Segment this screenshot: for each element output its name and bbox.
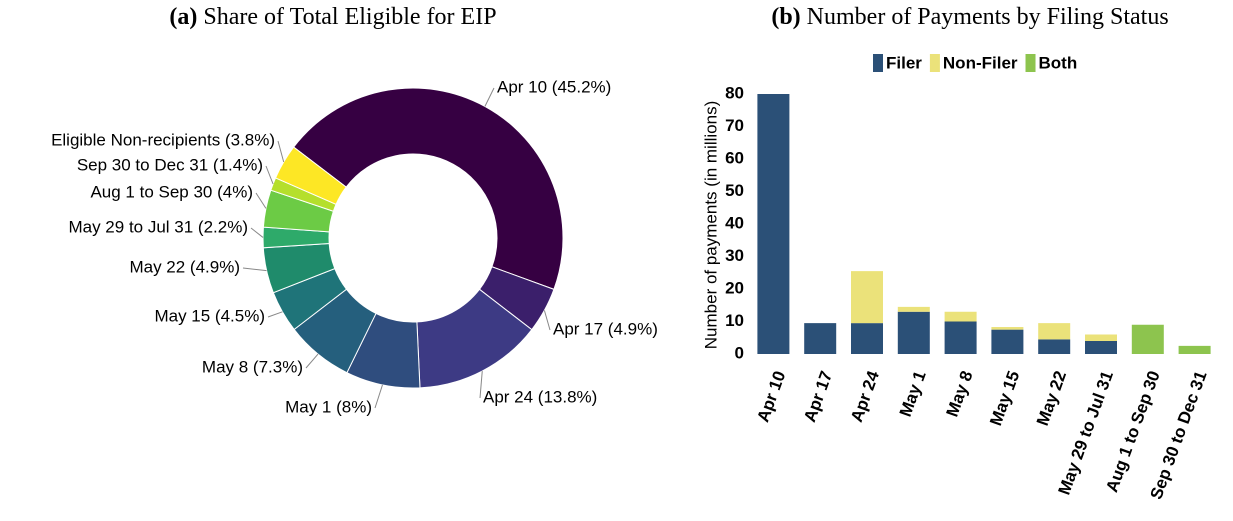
bar-segment	[1131, 324, 1164, 354]
slice-label: May 29 to Jul 31 (2.2%)	[68, 217, 248, 236]
y-tick-label: 50	[725, 181, 744, 200]
title-text: Number of Payments by Filing Status	[807, 4, 1169, 30]
title-b: (b) Number of Payments by Filing Status	[771, 4, 1168, 30]
y-tick-label: 70	[725, 116, 744, 135]
y-tick-label: 40	[725, 213, 744, 232]
x-tick-label: Apr 24	[847, 368, 883, 425]
leader-line	[484, 87, 495, 107]
x-tick-label: May 1	[896, 368, 930, 419]
bar-segment	[851, 323, 883, 354]
slice-label: May 8 (7.3%)	[202, 357, 303, 376]
leader-line	[250, 227, 264, 238]
title-prefix: (b)	[771, 4, 800, 30]
bar-segment	[851, 271, 883, 324]
leader-line	[305, 353, 319, 369]
y-tick-label: 10	[725, 311, 744, 330]
leader-line	[255, 192, 267, 209]
bar-segment	[1085, 341, 1117, 354]
donut-slice	[292, 87, 564, 290]
slice-label: Apr 24 (13.8%)	[483, 387, 597, 406]
y-axis-label: Number of payments (in millions)	[701, 101, 720, 349]
bar-segment	[757, 94, 790, 354]
legend-swatch	[873, 54, 883, 72]
slice-label: Eligible Non-recipients (3.8%)	[51, 130, 275, 149]
y-tick-label: 20	[725, 278, 744, 297]
x-tick-label: Apr 10	[753, 368, 789, 424]
bar-segment	[897, 306, 930, 312]
title-prefix: (a)	[169, 4, 197, 30]
bar-segment	[1085, 334, 1117, 341]
slice-label: Apr 17 (4.9%)	[553, 319, 658, 338]
x-tick-label: May 15	[986, 368, 1023, 428]
leader-line	[265, 165, 274, 185]
slice-label: Sep 30 to Dec 31 (1.4%)	[77, 155, 263, 174]
bar-segment	[1038, 323, 1071, 340]
bar-segment	[991, 327, 1024, 330]
x-tick-label: May 8	[943, 368, 977, 419]
bar-segment	[897, 311, 930, 354]
bar-segment	[944, 321, 977, 354]
y-tick-label: 60	[725, 148, 744, 167]
y-tick-label: 80	[725, 83, 744, 102]
bar-segment	[944, 311, 977, 322]
bar-segment	[991, 329, 1024, 354]
title-a: (a) Share of Total Eligible for EIP	[169, 4, 496, 30]
slice-label: Apr 10 (45.2%)	[497, 77, 611, 96]
legend-label: Non-Filer	[943, 53, 1018, 72]
bar-segment	[1178, 345, 1211, 354]
legend-swatch	[929, 54, 940, 72]
legend-swatch	[1025, 54, 1036, 72]
slice-label: May 15 (4.5%)	[154, 306, 265, 325]
leader-line	[543, 310, 551, 331]
leader-line	[374, 384, 383, 409]
leader-line	[242, 267, 267, 272]
bar-segment	[804, 323, 837, 354]
slice-label: Aug 1 to Sep 30 (4%)	[90, 182, 253, 201]
y-tick-label: 30	[725, 246, 744, 265]
x-tick-label: May 22	[1033, 368, 1070, 428]
leader-line	[479, 371, 483, 399]
donut-slice	[274, 146, 347, 206]
title-text: Share of Total Eligible for EIP	[203, 4, 496, 30]
x-tick-label: Apr 17	[800, 368, 836, 424]
leader-line	[277, 140, 285, 163]
legend-label: Filer	[886, 53, 922, 72]
leader-line	[267, 311, 283, 318]
legend-label: Both	[1039, 53, 1078, 72]
slice-label: May 22 (4.9%)	[129, 257, 240, 276]
y-tick-label: 0	[735, 343, 744, 362]
bar-segment	[1038, 339, 1071, 354]
slice-label: May 1 (8%)	[285, 397, 372, 416]
